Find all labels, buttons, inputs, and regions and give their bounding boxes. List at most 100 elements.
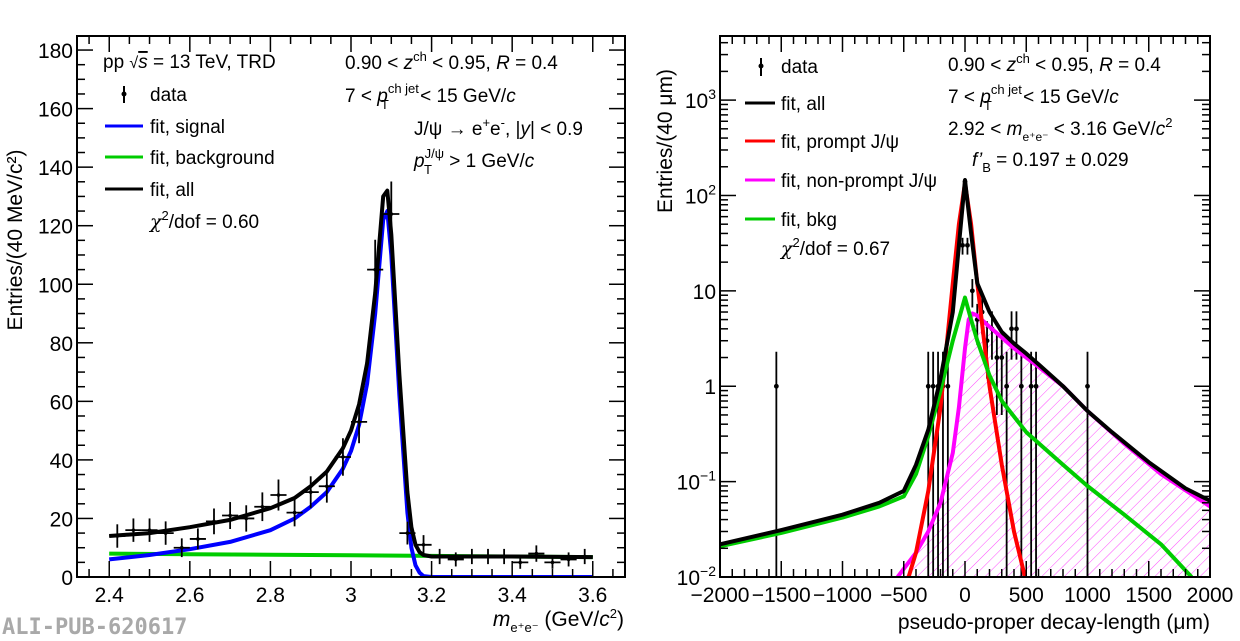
- x-tick-label: 3.2: [417, 584, 446, 607]
- data-point: [173, 538, 190, 558]
- data-marker: [1033, 383, 1039, 389]
- right-tick-labels: −2000 −1500 −1000 −500 0 500 1000 1500 2000 10−2 1…: [677, 86, 1234, 607]
- data-point: [205, 508, 223, 535]
- left-annotations: 0.90 < zch < 0.95, R = 0.4 7 < pch jet T …: [345, 49, 583, 177]
- data-point: [1009, 311, 1014, 360]
- data-marker: [260, 504, 265, 509]
- data-marker: [325, 484, 329, 489]
- data-point: [1004, 351, 1010, 577]
- x-tick-label: 2.4: [95, 584, 125, 607]
- svg-text:fit, signal: fit, signal: [150, 117, 225, 138]
- legend-entry-fit-background: fit, background: [105, 148, 275, 169]
- data-point: [125, 518, 142, 542]
- data-marker: [292, 510, 297, 515]
- data-marker: [115, 534, 120, 538]
- data-marker: [999, 355, 1005, 360]
- data-marker: [147, 528, 152, 532]
- data-point: [286, 498, 303, 527]
- y-tick-label: 60: [50, 391, 73, 414]
- data-point: [512, 555, 529, 569]
- data-point: [367, 239, 384, 300]
- right-annotation-fb: f’B = 0.197 ± 0.029: [972, 150, 1129, 175]
- x-tick-label: −500: [880, 584, 927, 607]
- legend-entry-fit-signal: fit, signal: [105, 117, 225, 138]
- data-marker: [228, 513, 232, 518]
- left-tick-labels: 2.4 2.6 2.8 3 3.2 3.4 3.6 0 20 40 60 80 100 120 140 160…: [38, 40, 607, 607]
- data-point: [496, 548, 513, 565]
- legend-entry-data: data: [121, 85, 187, 106]
- right-axis-ticks: [719, 36, 1211, 578]
- data-point: [773, 351, 779, 577]
- data-marker: [1085, 383, 1090, 389]
- data-point: [238, 505, 255, 532]
- total-fit-curve: [720, 178, 1210, 547]
- right-annotations: 0.90 < zch < 0.95, R = 0.4 7 < pch jet T …: [948, 51, 1172, 175]
- data-marker: [179, 545, 184, 550]
- right-fit-curves: [720, 178, 1210, 577]
- data-marker: [244, 516, 249, 521]
- data-point: [528, 545, 545, 562]
- data-point: [415, 535, 432, 555]
- left-data-points: [109, 181, 593, 569]
- left-fit-curves: [108, 188, 593, 577]
- data-point: [254, 492, 271, 522]
- data-marker: [470, 554, 474, 559]
- x-tick-label: 2.8: [256, 584, 285, 607]
- y-tick-label: 140: [38, 157, 73, 180]
- data-point: [1033, 351, 1039, 577]
- x-tick-label: −1000: [813, 584, 872, 607]
- legend-entry-fit-all: fit, all: [105, 180, 194, 201]
- y-tick-label: 180: [38, 40, 73, 63]
- data-marker: [930, 383, 936, 389]
- data-marker: [566, 557, 571, 562]
- y-tick-label: 102: [685, 181, 716, 208]
- data-marker: [212, 519, 216, 524]
- data-marker: [276, 493, 281, 497]
- svg-text:fit, non-prompt J/ψ: fit, non-prompt J/ψ: [781, 171, 937, 192]
- svg-text:data: data: [150, 85, 187, 106]
- y-tick-label: 0: [61, 567, 73, 590]
- data-point: [479, 548, 497, 565]
- y-tick-label: 120: [38, 216, 73, 239]
- svg-text:fit, prompt J/ψ: fit, prompt J/ψ: [781, 132, 899, 153]
- data-marker: [341, 455, 345, 459]
- legend-entry-data: data: [758, 57, 818, 78]
- y-tick-label: 80: [50, 333, 73, 356]
- y-tick-label: 40: [50, 450, 73, 473]
- right-x-axis-title: pseudo-proper decay-length (μm): [898, 611, 1210, 634]
- data-point: [969, 279, 975, 308]
- y-tick-label: 10: [693, 281, 716, 304]
- svg-text:data: data: [781, 57, 818, 78]
- data-point: [994, 334, 1000, 415]
- y-tick-label: 20: [50, 508, 73, 531]
- right-annotation-ptjet: 7 < pch jet T < 15 GeV/c: [948, 82, 1119, 113]
- data-point: [318, 469, 335, 503]
- x-tick-label: 0: [959, 584, 971, 607]
- svg-text:fit, background: fit, background: [150, 148, 275, 169]
- right-annotation-mass-window: 2.92 < me⁺e⁻ < 3.16 GeV/c2: [948, 115, 1172, 144]
- y-tick-label: 1: [704, 376, 716, 399]
- right-panel: −2000 −1500 −1000 −500 0 500 1000 1500 2000 10−2 1…: [654, 35, 1234, 634]
- data-point: [270, 479, 287, 511]
- data-marker: [1028, 383, 1034, 389]
- data-marker: [357, 420, 361, 424]
- y-tick-label: 10−1: [677, 468, 717, 495]
- legend-entry-fit-nonprompt: fit, non-prompt J/ψ: [745, 171, 937, 192]
- data-marker: [131, 528, 136, 532]
- data-point: [447, 552, 464, 567]
- x-tick-label: 2000: [1187, 584, 1234, 607]
- left-axis-ticks: [77, 36, 625, 578]
- data-marker: [437, 554, 442, 559]
- data-point: [334, 438, 351, 476]
- signal-fit-curve: [108, 209, 593, 577]
- data-marker: [453, 557, 458, 562]
- data-point: [544, 555, 561, 569]
- left-annotation-ptjpsi: pJ/ψ T > 1 GeV/c: [413, 146, 535, 177]
- data-marker: [308, 490, 313, 494]
- data-marker: [163, 531, 168, 535]
- x-tick-label: 500: [1009, 584, 1044, 607]
- y-tick-label: 103: [685, 86, 716, 113]
- data-marker: [1014, 326, 1019, 332]
- x-tick-label: −2000: [691, 584, 750, 607]
